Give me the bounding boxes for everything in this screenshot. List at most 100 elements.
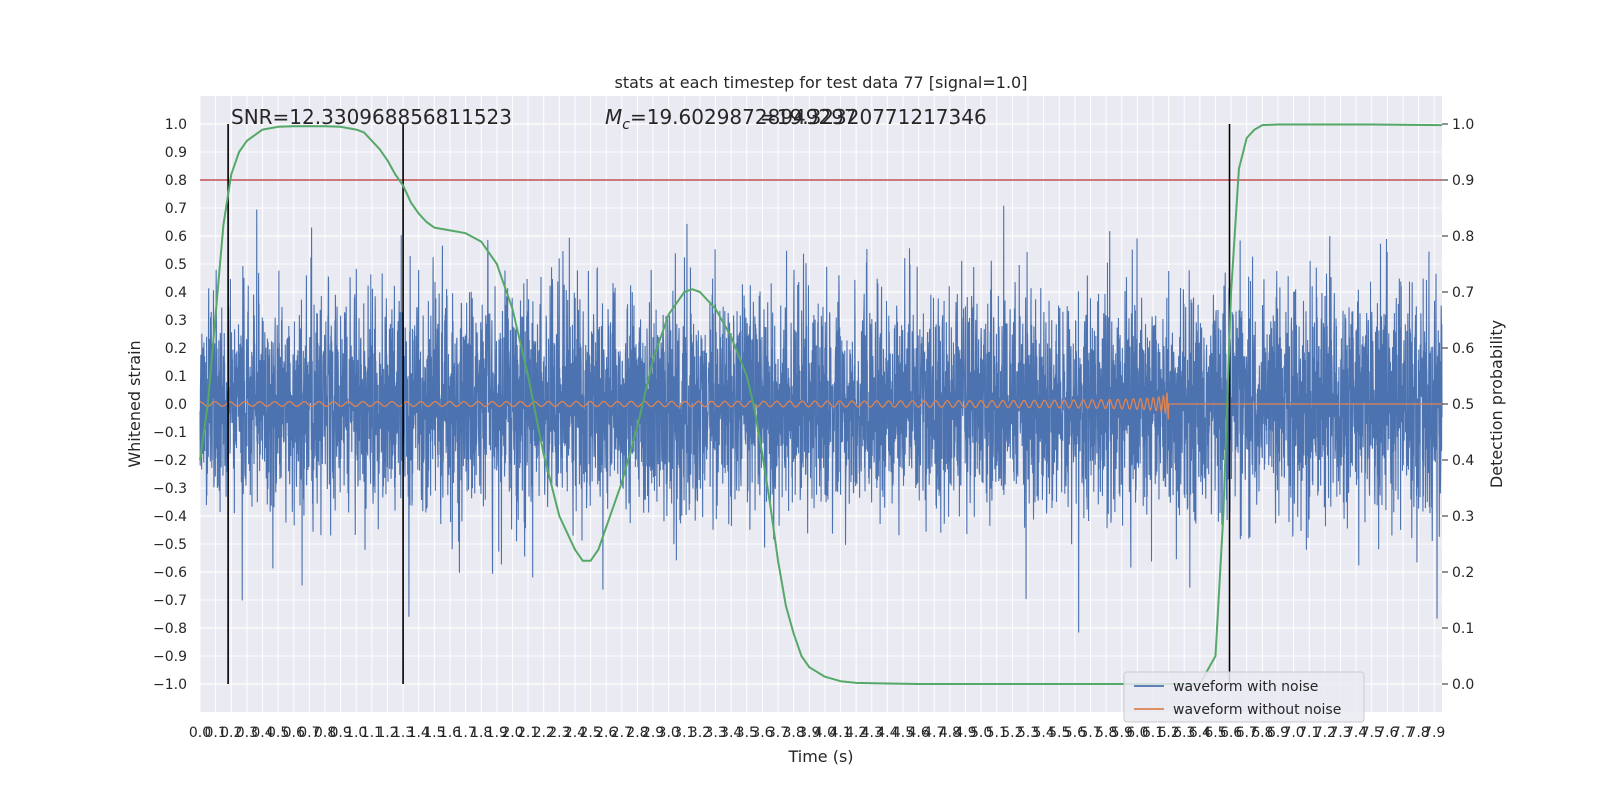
y-tick-label: −0.7	[153, 593, 187, 609]
y-tick-label: −0.5	[153, 537, 187, 553]
x-tick-label: 1.4	[408, 725, 430, 741]
waveform-without-noise-layer	[200, 392, 1442, 420]
x-tick-label: 0.6	[283, 725, 305, 741]
y-tick-label: 0.5	[165, 257, 187, 273]
y-tick-label: 0.6	[165, 229, 187, 245]
x-tick-label: 3.8	[783, 725, 805, 741]
x-tick-label: 5.3	[1017, 725, 1039, 741]
y-right-tick-label: 0.6	[1452, 341, 1474, 357]
y-tick-label: 0.8	[165, 173, 187, 189]
mc-symbol: M	[605, 105, 622, 129]
y-tick-label: 0.2	[165, 341, 187, 357]
x-tick-label: 1.0	[345, 725, 367, 741]
x-tick-label: 4.5	[892, 725, 914, 741]
y-tick-label: −0.4	[153, 509, 187, 525]
x-tick-label: 0.2	[220, 725, 242, 741]
x-tick-label: 6.5	[1204, 725, 1226, 741]
y-right-axis-label: Detection probability	[1487, 320, 1506, 488]
x-tick-label: 3.3	[704, 725, 726, 741]
x-tick-label: 7.7	[1392, 725, 1414, 741]
x-tick-label: 7.8	[1407, 725, 1429, 741]
x-tick-label: 1.2	[376, 725, 398, 741]
x-tick-label: 5.8	[1095, 725, 1117, 741]
x-axis-label: Time (s)	[787, 747, 853, 766]
x-tick-label: 2.0	[501, 725, 523, 741]
y-tick-label: 0.0	[165, 397, 187, 413]
y-tick-label: −0.8	[153, 621, 187, 637]
x-tick-label: 3.9	[798, 725, 820, 741]
y-tick-label: −0.3	[153, 481, 187, 497]
x-tick-label: 3.0	[658, 725, 680, 741]
x-tick-label: 7.6	[1376, 725, 1398, 741]
x-tick-label: 4.4	[876, 725, 898, 741]
x-tick-label: 6.9	[1267, 725, 1289, 741]
x-tick-label: 5.6	[1064, 725, 1086, 741]
x-tick-label: 0.0	[189, 725, 211, 741]
x-tick-label: 5.0	[970, 725, 992, 741]
y-tick-label: 0.4	[165, 285, 187, 301]
y-right-tick-label: 0.0	[1452, 677, 1474, 693]
x-tick-label: 2.3	[548, 725, 570, 741]
y-right-tick-label: 0.5	[1452, 397, 1474, 413]
x-tick-label: 1.5	[423, 725, 445, 741]
x-tick-label: 0.4	[251, 725, 273, 741]
x-tick-label: 4.7	[923, 725, 945, 741]
x-tick-label: 7.9	[1423, 725, 1445, 741]
y-right-tick-labels: 0.0 0.1 0.2 0.3 0.4 0.5 0.6 0.7 0.8 0.9 1.0	[1442, 117, 1474, 693]
x-tick-label: 4.6	[908, 725, 930, 741]
x-tick-label: 4.2	[845, 725, 867, 741]
legend-box	[1123, 671, 1365, 723]
x-tick-label: 2.8	[626, 725, 648, 741]
x-tick-label: 1.9	[486, 725, 508, 741]
x-tick-label: 1.7	[454, 725, 476, 741]
x-tick-label: 3.5	[736, 725, 758, 741]
waveform-without-noise-line	[200, 392, 1442, 420]
x-tick-label: 0.1	[204, 725, 226, 741]
x-tick-label: 2.2	[533, 725, 555, 741]
x-tick-label: 2.1	[517, 725, 539, 741]
x-tick-label: 0.9	[329, 725, 351, 741]
legend: waveform with noise waveform without noi…	[1123, 671, 1365, 723]
x-tick-label: 7.1	[1298, 725, 1320, 741]
x-tick-label: 2.6	[595, 725, 617, 741]
vertical-lines-layer	[227, 124, 1231, 684]
mc-value: =19.60298728949297	[630, 105, 857, 129]
x-tick-label: 6.1	[1142, 725, 1164, 741]
snr-annotation: SNR=12.330968856811523	[231, 105, 512, 129]
waveform-with-noise-line	[199, 205, 1443, 633]
x-tick-label: 4.9	[954, 725, 976, 741]
y-tick-label: −1.0	[153, 677, 187, 693]
x-tick-label: 3.7	[767, 725, 789, 741]
y-right-tick-label: 0.1	[1452, 621, 1474, 637]
x-tick-label: 5.1	[986, 725, 1008, 741]
legend-entry-noise: waveform with noise	[1173, 679, 1318, 695]
x-tick-label: 0.5	[267, 725, 289, 741]
mc-subscript: c	[622, 117, 630, 133]
y-right-tick-label: 0.8	[1452, 229, 1474, 245]
y-tick-label: −0.9	[153, 649, 187, 665]
x-tick-label: 3.6	[751, 725, 773, 741]
mc-annotation: Mc=19.60298728949297	[605, 105, 857, 133]
x-tick-label: 3.4	[720, 725, 742, 741]
x-tick-label: 1.1	[361, 725, 383, 741]
y-right-tick-label: 0.7	[1452, 285, 1474, 301]
mc-overlap-annotation: =19.32320771217346	[760, 105, 987, 129]
x-tick-label: 4.3	[861, 725, 883, 741]
x-tick-label: 7.5	[1361, 725, 1383, 741]
x-tick-label: 7.4	[1345, 725, 1367, 741]
x-tick-label: 1.6	[439, 725, 461, 741]
y-right-tick-label: 0.3	[1452, 509, 1474, 525]
y-tick-label: 0.7	[165, 201, 187, 217]
x-tick-label: 6.4	[1189, 725, 1211, 741]
x-tick-label: 0.7	[298, 725, 320, 741]
y-tick-labels: −1.0 −0.9 −0.8 −0.7 −0.6 −0.5 −0.4 −0.3 −0.2 −0.1…	[153, 117, 187, 693]
y-right-tick-label: 0.9	[1452, 173, 1474, 189]
y-tick-label: 0.9	[165, 145, 187, 161]
x-tick-label: 3.1	[673, 725, 695, 741]
x-tick-labels: 0.00.10.20.30.40.50.60.70.80.91.01.11.21…	[189, 725, 1445, 741]
y-tick-label: −0.6	[153, 565, 187, 581]
legend-entry-clean: waveform without noise	[1173, 702, 1341, 718]
y-tick-label: 0.3	[165, 313, 187, 329]
x-tick-label: 5.9	[1111, 725, 1133, 741]
